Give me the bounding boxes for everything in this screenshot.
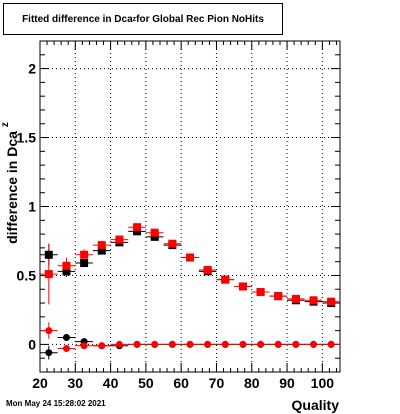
- square-marker: [44, 250, 53, 259]
- circle-marker: [115, 340, 123, 348]
- x-tick-label: 40: [103, 375, 119, 391]
- square-marker: [80, 259, 89, 268]
- circle-marker: [133, 340, 141, 348]
- square-marker: [238, 282, 247, 291]
- square-marker: [62, 267, 71, 276]
- x-axis-label: Quality: [292, 397, 340, 413]
- circle-marker: [186, 340, 194, 348]
- tick-labels: 20 30 40 50 60 70 80 90 100 0 0.5 1 1.5 2: [17, 61, 335, 391]
- y-tick-label: 1.5: [17, 130, 37, 146]
- square-marker: [115, 235, 124, 244]
- x-tick-label: 50: [138, 375, 154, 391]
- circle-marker: [204, 340, 212, 348]
- circle-marker: [45, 349, 53, 357]
- square-marker: [256, 288, 265, 297]
- square-marker: [203, 265, 212, 274]
- x-tick-label: 60: [173, 375, 189, 391]
- data-markers: [44, 223, 336, 357]
- x-tick-label: 100: [311, 375, 335, 391]
- square-marker: [327, 297, 336, 306]
- circle-marker: [151, 340, 159, 348]
- square-marker: [97, 241, 106, 250]
- square-marker: [291, 294, 300, 303]
- y-tick-label: 0: [28, 336, 36, 352]
- square-marker: [186, 253, 194, 262]
- chart-title-subscript: z: [132, 15, 137, 23]
- square-marker: [97, 246, 106, 255]
- x-tick-label: 20: [32, 375, 48, 391]
- circle-marker: [168, 340, 176, 348]
- circle-marker: [80, 342, 88, 350]
- circle-marker: [292, 340, 300, 348]
- square-marker: [274, 292, 283, 301]
- square-marker: [150, 232, 159, 241]
- circle-marker: [45, 327, 53, 335]
- x-tick-label: 90: [279, 375, 295, 391]
- circle-marker: [98, 342, 106, 350]
- circle-marker: [221, 340, 229, 348]
- chart-title-suffix: for Global Rec Pion NoHits: [136, 13, 264, 25]
- timestamp-footer: Mon May 24 15:28:02 2021: [6, 399, 106, 408]
- y-axis-label-subscript: z: [0, 122, 11, 127]
- square-marker: [133, 223, 142, 232]
- circle-marker: [274, 340, 282, 348]
- x-tick-label: 80: [244, 375, 260, 391]
- square-marker: [221, 275, 230, 284]
- circle-marker: [239, 340, 247, 348]
- square-marker: [309, 296, 318, 305]
- square-marker: [168, 239, 177, 248]
- chart-title-prefix: Fitted difference in Dca: [22, 13, 133, 25]
- square-marker: [150, 228, 159, 237]
- x-tick-label: 70: [209, 375, 225, 391]
- y-axis-label: difference in Dca z: [0, 122, 20, 244]
- circle-marker: [327, 340, 335, 348]
- circle-marker: [257, 340, 265, 348]
- y-tick-label: 1: [28, 199, 36, 215]
- x-tick-label: 30: [68, 375, 84, 391]
- grid-lines: [40, 41, 340, 372]
- square-marker: [80, 250, 89, 259]
- y-axis-label-main: difference in Dca: [4, 131, 20, 244]
- y-tick-label: 2: [28, 61, 36, 77]
- axis-ticks: [39, 40, 340, 373]
- y-tick-label: 0.5: [17, 267, 37, 283]
- square-marker: [133, 227, 142, 236]
- chart-title: Fitted difference in Dca z for Global Rec…: [3, 3, 283, 35]
- circle-marker: [62, 345, 70, 353]
- circle-marker: [310, 340, 318, 348]
- square-marker: [44, 270, 53, 279]
- circle-marker: [62, 334, 70, 342]
- square-marker: [62, 261, 71, 270]
